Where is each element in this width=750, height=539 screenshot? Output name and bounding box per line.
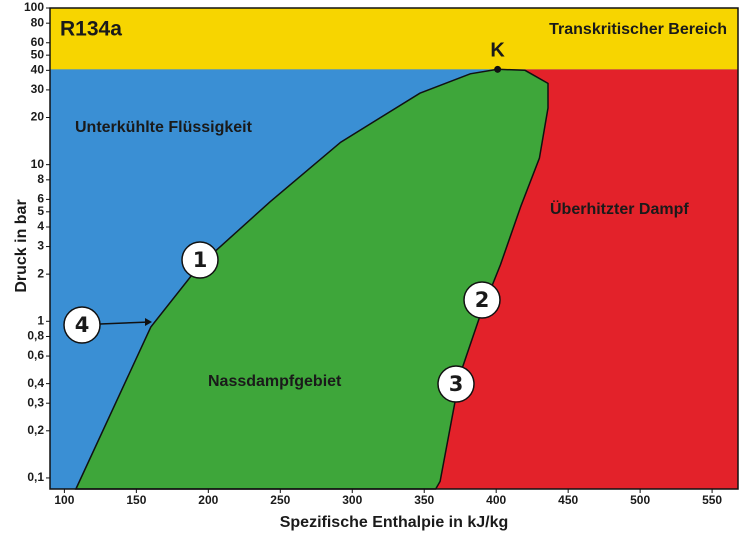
y-tick-label: 0,4	[27, 376, 44, 390]
x-tick-label: 250	[270, 493, 290, 507]
region-label: Transkritischer Bereich	[549, 21, 727, 38]
y-tick-label: 80	[31, 15, 45, 29]
chart-title: R134a	[60, 18, 122, 41]
plot-frame	[49, 7, 739, 490]
marker-label: 3	[449, 372, 464, 396]
transcritical-region	[50, 8, 738, 70]
region-label: Nassdampfgebiet	[208, 373, 342, 390]
marker-circle	[437, 365, 475, 403]
critical-point-label: K	[490, 40, 505, 62]
y-tick-label: 3	[37, 239, 44, 253]
arrow-head	[145, 318, 152, 326]
marker-label: 2	[475, 288, 490, 312]
y-tick-label: 0,2	[27, 423, 44, 437]
y-tick-label: 0,1	[27, 470, 44, 484]
x-tick-label: 350	[414, 493, 434, 507]
marker-label: 4	[75, 313, 90, 337]
region-label: Unterkühlte Flüssigkeit	[75, 119, 253, 136]
y-tick-label: 4	[37, 219, 44, 233]
y-tick-label: 0,8	[27, 329, 44, 343]
critical-point	[494, 65, 502, 73]
marker-circle	[181, 241, 219, 279]
arrow	[99, 321, 151, 325]
x-tick-label: 500	[630, 493, 650, 507]
y-tick-label: 30	[31, 82, 45, 96]
region-label: Überhitzter Dampf	[550, 199, 689, 218]
vapor-region	[435, 69, 738, 490]
y-tick-label: 20	[31, 110, 45, 124]
y-tick-label: 60	[31, 35, 45, 49]
y-tick-label: 5	[37, 204, 44, 218]
x-tick-label: 550	[702, 493, 722, 507]
y-tick-label: 50	[31, 47, 45, 61]
y-tick-label: 6	[37, 192, 44, 206]
marker-label: 1	[193, 248, 208, 272]
x-axis-label: Spezifische Enthalpie in kJ/kg	[280, 514, 509, 531]
y-tick-label: 1	[37, 313, 44, 327]
y-tick-label: 2	[37, 266, 44, 280]
y-tick-label: 0,6	[27, 348, 44, 362]
x-tick-label: 200	[198, 493, 218, 507]
x-tick-label: 400	[486, 493, 506, 507]
y-tick-label: 10	[31, 157, 45, 171]
x-tick-label: 100	[54, 493, 74, 507]
y-tick-label: 100	[24, 0, 44, 14]
x-tick-label: 450	[558, 493, 578, 507]
y-tick-label: 40	[31, 63, 45, 77]
marker-circle	[63, 306, 101, 344]
y-tick-label: 0,3	[27, 395, 44, 409]
x-tick-label: 300	[342, 493, 362, 507]
y-tick-label: 8	[37, 172, 44, 186]
x-tick-label: 150	[126, 493, 146, 507]
y-axis-label: Druck in bar	[13, 199, 30, 292]
marker-circle	[463, 281, 501, 319]
